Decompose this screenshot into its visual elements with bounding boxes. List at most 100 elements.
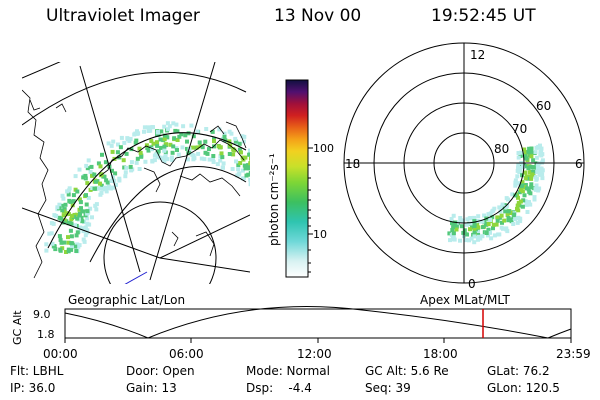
- aurora-pixel: [162, 148, 167, 153]
- aurora-pixel: [185, 157, 190, 162]
- aurora-pixel: [520, 204, 525, 209]
- aurora-pixel: [539, 166, 544, 171]
- aurora-pixel: [237, 171, 242, 176]
- aurora-pixel: [106, 184, 111, 189]
- aurora-pixel: [137, 146, 142, 151]
- aurora-pixel: [227, 139, 232, 144]
- aurora-pixel: [491, 208, 496, 213]
- aurora-pixel: [262, 150, 266, 154]
- aurora-pixel: [508, 217, 513, 222]
- aurora-pixel: [476, 214, 481, 219]
- aurora-pixel: [519, 188, 523, 192]
- aurora-pixel: [529, 154, 534, 159]
- aurora-pixel: [80, 219, 85, 224]
- aurora-pixel: [111, 139, 116, 144]
- aurora-pixel: [472, 227, 477, 231]
- aurora-pixel: [532, 165, 537, 170]
- aurora-pixel: [88, 206, 93, 211]
- time-tick-2359: 23:59: [556, 347, 591, 361]
- aurora-pixel: [94, 207, 99, 212]
- aurora-pixel: [172, 136, 177, 141]
- mode-info: Mode: Normal: [246, 364, 330, 378]
- aurora-pixel: [254, 157, 258, 161]
- aurora-pixel: [497, 215, 502, 220]
- aurora-image-polar: [447, 143, 545, 245]
- aurora-pixel: [532, 197, 537, 202]
- mlt-label-0: 0: [468, 277, 476, 291]
- aurora-pixel: [531, 169, 536, 174]
- aurora-pixel: [122, 140, 127, 145]
- aurora-pixel: [218, 145, 223, 150]
- time-tick-0000: 00:00: [43, 347, 78, 361]
- aurora-pixel: [497, 205, 502, 210]
- sun-direction-line: [124, 271, 148, 284]
- coastlines: [22, 89, 247, 279]
- aurora-pixel: [252, 158, 256, 162]
- aurora-pixel: [185, 139, 189, 144]
- aurora-pixel: [60, 208, 65, 213]
- aurora-pixel: [465, 217, 470, 222]
- aurora-pixel: [82, 239, 87, 244]
- aurora-pixel: [58, 247, 63, 252]
- aurora-pixel: [83, 227, 88, 232]
- aurora-pixel: [71, 193, 76, 198]
- alt-tick-1-8: 1.8: [37, 328, 55, 341]
- aurora-pixel: [200, 145, 205, 150]
- aurora-pixel: [109, 179, 114, 183]
- aurora-pixel: [475, 223, 480, 228]
- aurora-pixel: [215, 162, 220, 167]
- aurora-pixel: [211, 154, 216, 158]
- aurora-pixel: [281, 191, 285, 195]
- aurora-pixel: [60, 193, 65, 198]
- aurora-pixel: [506, 197, 510, 202]
- instrument-title: Ultraviolet Imager: [46, 6, 200, 26]
- aurora-pixel: [73, 174, 78, 179]
- aurora-pixel: [233, 139, 238, 144]
- aurora-pixel: [162, 159, 167, 164]
- aurora-pixel: [528, 164, 533, 169]
- aurora-pixel: [472, 219, 477, 224]
- aurora-pixel: [472, 224, 477, 228]
- aurora-pixel: [189, 123, 194, 128]
- aurora-pixel: [156, 149, 161, 154]
- aurora-pixel: [503, 209, 508, 214]
- aurora-pixel: [112, 178, 117, 183]
- aurora-pixel: [528, 202, 533, 207]
- aurora-pixel: [196, 151, 201, 156]
- aurora-pixel: [504, 226, 509, 231]
- aurora-pixel: [255, 166, 259, 170]
- aurora-pixel: [162, 137, 167, 142]
- aurora-pixel: [77, 197, 82, 202]
- aurora-pixel: [170, 158, 175, 162]
- image-date: 13 Nov 00: [274, 6, 362, 26]
- ip-info: IP: 36.0: [10, 381, 56, 395]
- aurora-pixel: [77, 167, 82, 172]
- glat-info: GLat: 76.2: [487, 364, 550, 378]
- aurora-pixel: [475, 229, 480, 234]
- aurora-pixel: [167, 124, 172, 129]
- aurora-pixel: [70, 244, 74, 249]
- aurora-pixel: [78, 225, 83, 230]
- aurora-pixel: [207, 157, 212, 162]
- aurora-pixel: [191, 134, 196, 139]
- aurora-pixel: [52, 213, 57, 218]
- aurora-pixel: [522, 153, 527, 158]
- aurora-pixel: [151, 141, 156, 146]
- aurora-pixel: [502, 218, 507, 223]
- aurora-pixel: [85, 221, 90, 226]
- apex-label: Apex MLat/MLT: [420, 293, 510, 307]
- aurora-pixel: [231, 152, 236, 157]
- geographic-label: Geographic Lat/Lon: [68, 293, 185, 307]
- aurora-pixel: [255, 151, 259, 155]
- aurora-pixel: [134, 160, 139, 165]
- aurora-pixel: [98, 181, 102, 186]
- aurora-pixel: [454, 224, 459, 229]
- aurora-pixel: [510, 192, 515, 197]
- aurora-pixel: [515, 203, 520, 208]
- aurora-pixel: [227, 152, 232, 156]
- door-info: Door: Open: [126, 364, 195, 378]
- aurora-pixel: [516, 200, 521, 205]
- aurora-pixel: [240, 168, 245, 173]
- aurora-pixel: [110, 149, 115, 154]
